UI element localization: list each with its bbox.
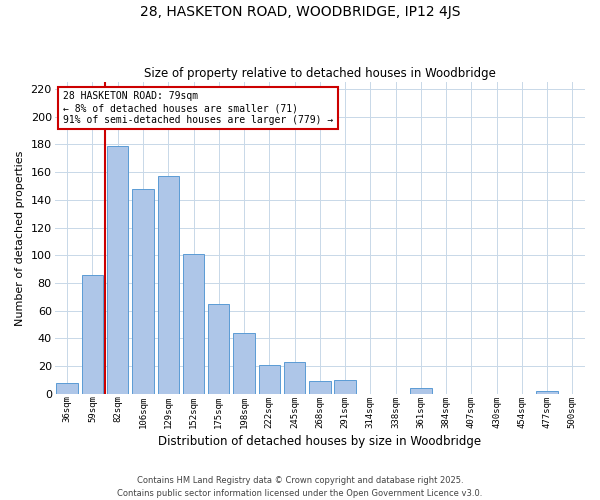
Bar xyxy=(334,380,356,394)
Bar xyxy=(158,176,179,394)
Bar xyxy=(233,333,255,394)
Bar xyxy=(536,391,558,394)
Text: 28 HASKETON ROAD: 79sqm
← 8% of detached houses are smaller (71)
91% of semi-det: 28 HASKETON ROAD: 79sqm ← 8% of detached… xyxy=(62,92,333,124)
Bar xyxy=(259,365,280,394)
Bar xyxy=(132,189,154,394)
Text: Contains HM Land Registry data © Crown copyright and database right 2025.
Contai: Contains HM Land Registry data © Crown c… xyxy=(118,476,482,498)
Title: Size of property relative to detached houses in Woodbridge: Size of property relative to detached ho… xyxy=(144,66,496,80)
Bar xyxy=(82,274,103,394)
Text: 28, HASKETON ROAD, WOODBRIDGE, IP12 4JS: 28, HASKETON ROAD, WOODBRIDGE, IP12 4JS xyxy=(140,5,460,19)
Bar xyxy=(56,383,78,394)
Bar xyxy=(208,304,229,394)
Bar xyxy=(183,254,204,394)
Bar xyxy=(309,382,331,394)
Y-axis label: Number of detached properties: Number of detached properties xyxy=(15,150,25,326)
Bar xyxy=(410,388,431,394)
Bar xyxy=(284,362,305,394)
Bar xyxy=(107,146,128,394)
X-axis label: Distribution of detached houses by size in Woodbridge: Distribution of detached houses by size … xyxy=(158,434,481,448)
